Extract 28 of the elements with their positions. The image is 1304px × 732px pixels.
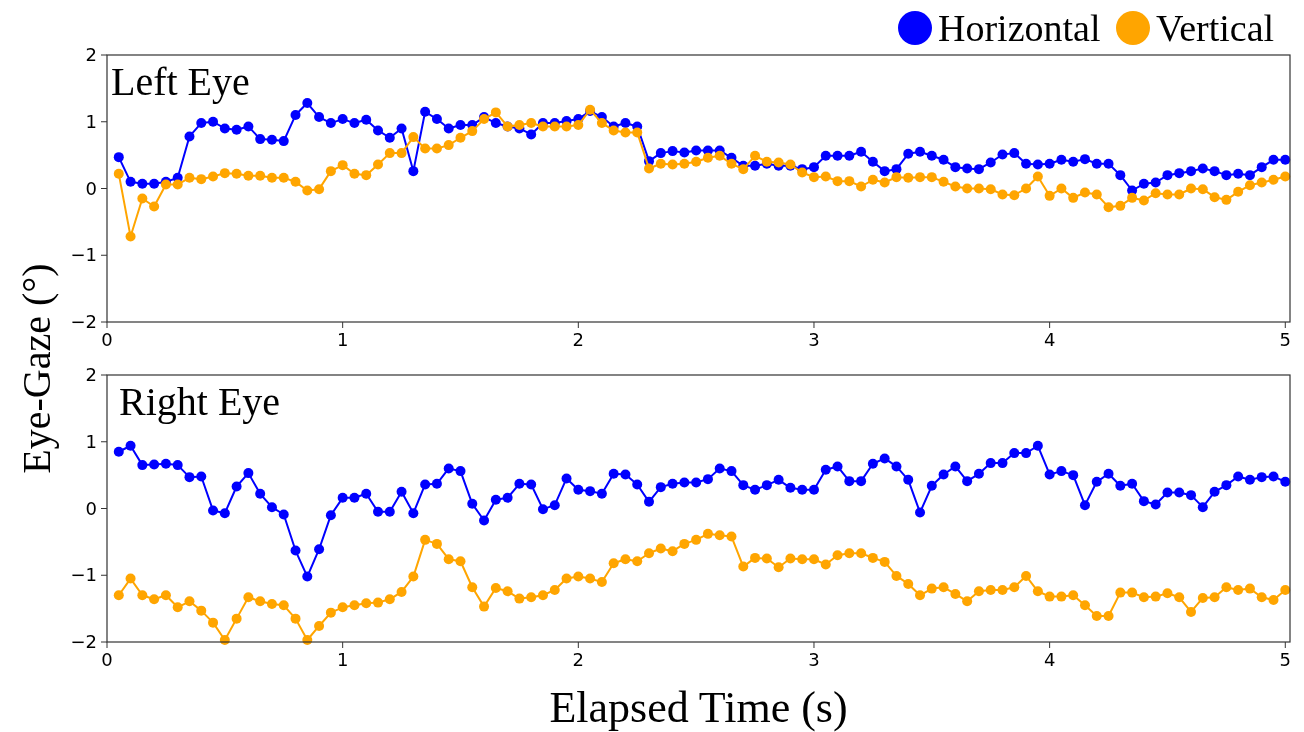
y-tick-label: −2 <box>70 311 97 332</box>
x-tick-label: 3 <box>808 329 820 350</box>
x-tick-label: 2 <box>572 329 585 350</box>
x-tick-label: 0 <box>101 329 113 350</box>
y-tick-label: 2 <box>85 44 97 65</box>
y-axis-title: Eye-Gaze (°) <box>14 263 59 474</box>
y-tick-label: 0 <box>85 497 97 519</box>
x-tick-label: 1 <box>336 329 349 350</box>
y-tick-label: 0 <box>85 177 97 199</box>
y-tick-label: 1 <box>85 430 97 452</box>
legend-label: Vertical <box>1156 7 1275 49</box>
x-tick-label: 3 <box>808 649 820 670</box>
chart-title: Right Eye <box>119 379 281 424</box>
x-tick-label: 4 <box>1043 329 1056 350</box>
y-tick-label: −1 <box>70 244 97 266</box>
x-tick-label: 5 <box>1279 649 1292 670</box>
x-tick-label: 1 <box>336 649 349 670</box>
y-tick-label: 1 <box>85 110 97 132</box>
x-tick-label: 4 <box>1043 649 1056 670</box>
x-tick-label: 2 <box>572 649 585 670</box>
x-tick-label: 5 <box>1279 329 1292 350</box>
x-tick-label: 0 <box>101 649 113 670</box>
x-axis-title: Elapsed Time (s) <box>549 683 848 732</box>
y-tick-label: −1 <box>70 564 97 586</box>
y-tick-label: −2 <box>70 631 97 652</box>
legend-label: Horizontal <box>938 7 1101 49</box>
y-tick-label: 2 <box>85 364 97 385</box>
chart-title: Left Eye <box>111 59 250 104</box>
